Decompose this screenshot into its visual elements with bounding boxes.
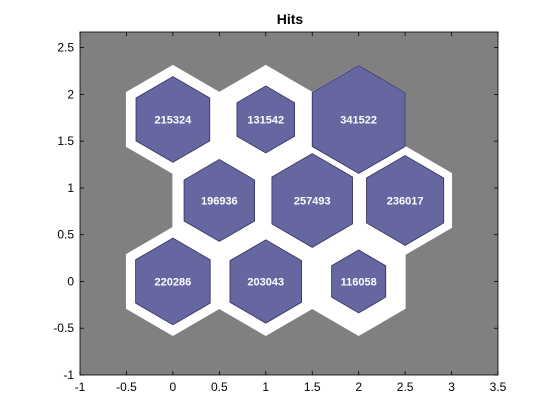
- y-tick-label: 2: [67, 87, 74, 101]
- x-tick-label: 3: [448, 380, 455, 394]
- y-tick-label: -0.5: [53, 321, 74, 335]
- chart-title: Hits: [277, 11, 304, 27]
- x-tick-label: -0.5: [116, 380, 137, 394]
- x-tick-label: 1.5: [304, 380, 321, 394]
- hit-count-label: 196936: [201, 195, 238, 207]
- hit-count-label: 341522: [340, 114, 377, 126]
- hit-hexagon-8: [311, 64, 406, 174]
- x-tick-label: 2.5: [397, 380, 414, 394]
- hit-hexagon-7: [236, 85, 296, 154]
- hit-hexagon-3: [183, 158, 256, 242]
- x-tick-label: 0: [170, 380, 177, 394]
- hit-count-label: 215324: [155, 114, 193, 126]
- hit-count-label: 220286: [155, 276, 192, 288]
- hit-count-label: 257493: [294, 195, 331, 207]
- hit-hexagon-4: [271, 153, 353, 248]
- x-tick-label: 2: [355, 380, 362, 394]
- plot-area: 220286 203043 116058 196936 257493 236017 2153…: [53, 31, 507, 394]
- x-tick-label: 1: [262, 380, 269, 394]
- hit-count-label: 116058: [341, 276, 377, 288]
- hit-hexagon-0: [135, 237, 211, 326]
- hit-hexagon-1: [229, 239, 302, 324]
- y-tick-label: 2.5: [57, 41, 74, 55]
- y-tick-label: 1: [67, 181, 74, 195]
- y-tick-label: 0.5: [57, 228, 74, 242]
- y-tick-label: 1.5: [57, 134, 74, 148]
- axes-box: [79, 31, 499, 376]
- x-tick-label: 3.5: [490, 380, 507, 394]
- hit-count-label: 236017: [387, 195, 424, 207]
- y-tick-label: -1: [63, 368, 74, 382]
- hit-hexagon-6: [135, 76, 211, 163]
- x-tick-label: 0.5: [211, 380, 228, 394]
- hit-count-label: 131542: [247, 114, 284, 126]
- hit-hexagon-2: [331, 249, 387, 314]
- hit-hexagon-5: [366, 155, 445, 246]
- hit-count-label: 203043: [247, 276, 284, 288]
- y-tick-label: 0: [67, 274, 74, 288]
- x-tick-label: -1: [75, 380, 86, 394]
